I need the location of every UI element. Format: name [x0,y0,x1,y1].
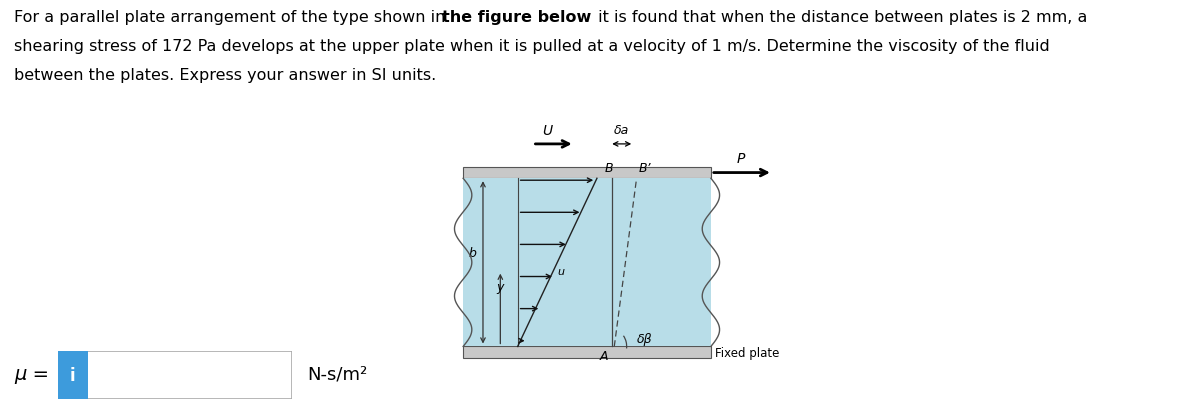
Bar [463,179,710,347]
Text: i: i [70,366,76,384]
Text: B’: B’ [640,161,652,174]
Bar [463,167,710,179]
Bar [58,351,88,399]
Text: δβ: δβ [636,332,653,345]
Text: u: u [558,266,564,276]
Text: U: U [542,124,552,138]
Text: Fixed plate: Fixed plate [715,346,779,359]
Bar [463,347,710,358]
Text: b: b [469,247,476,260]
Text: P: P [737,152,745,166]
Text: μ =: μ = [14,364,49,383]
Text: shearing stress of 172 Pa develops at the upper plate when it is pulled at a vel: shearing stress of 172 Pa develops at th… [14,39,1050,54]
Text: it is found that when the distance between plates is 2 mm, a: it is found that when the distance betwe… [593,10,1087,25]
Text: δa: δa [614,124,629,137]
Text: N-s/m²: N-s/m² [307,365,367,383]
Text: For a parallel plate arrangement of the type shown in: For a parallel plate arrangement of the … [14,10,451,25]
Text: the figure below: the figure below [442,10,590,25]
Text: between the plates. Express your answer in SI units.: between the plates. Express your answer … [14,68,437,83]
Text: B: B [605,161,613,174]
Text: A: A [600,349,608,363]
Text: y: y [497,281,504,294]
